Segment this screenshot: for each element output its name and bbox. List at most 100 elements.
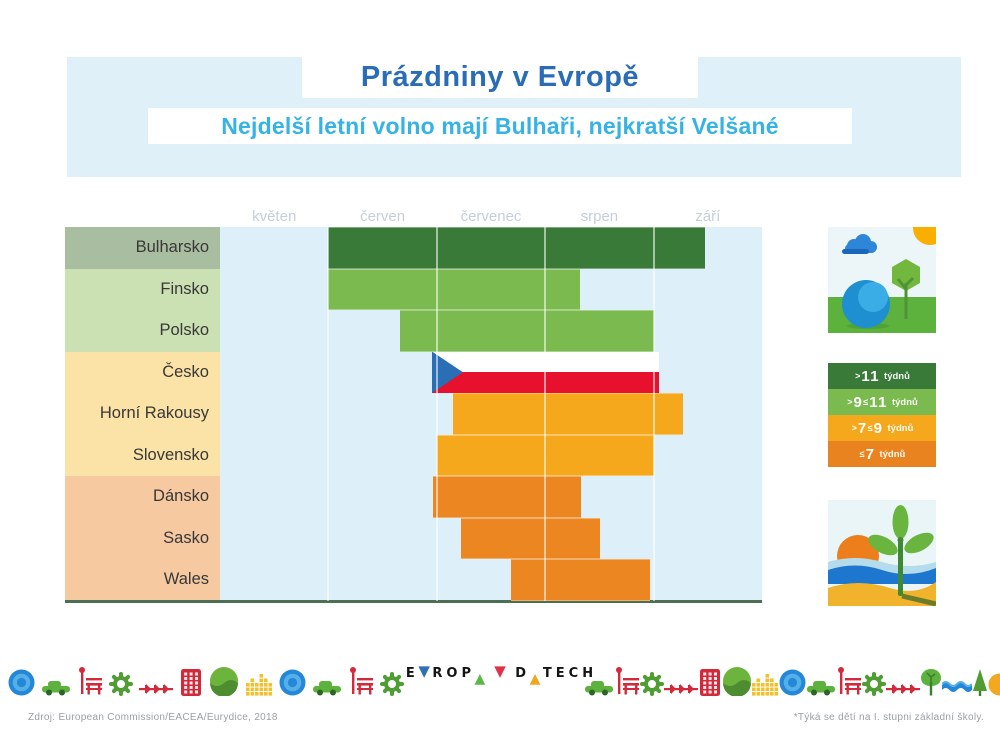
month-gridline <box>327 227 330 601</box>
sun-icon <box>988 673 1000 696</box>
car-icon <box>41 678 71 696</box>
gear-icon <box>109 672 134 696</box>
gear-icon <box>862 672 886 696</box>
skyline-icon <box>752 671 779 696</box>
logo-letter: D <box>515 666 528 681</box>
hill-icon <box>209 666 239 696</box>
month-label: červen <box>360 208 406 225</box>
country-label: Horní Rakousy <box>65 393 220 435</box>
globe-icon <box>779 669 806 696</box>
legend-label-char: 1 <box>870 367 880 385</box>
bar-row <box>220 268 762 310</box>
legend-label-char: ≤ <box>863 397 869 407</box>
decorative-icon-strip: E ▼ R O P ▲ ▼ D ▲ T E C H <box>0 656 1000 696</box>
month-label: květen <box>252 208 297 225</box>
logo-triangle-icon: ▼ <box>494 662 506 680</box>
bench-icon <box>77 666 103 696</box>
legend-item: ≤7 týdnů <box>828 441 936 467</box>
logo-letter: H <box>582 666 595 681</box>
bench-icon <box>836 666 862 696</box>
legend-unit: týdnů <box>879 448 906 460</box>
month-label: srpen <box>580 208 619 225</box>
source-text: Zdroj: European Commission/EACEA/Eurydic… <box>28 712 278 723</box>
holiday-bar <box>460 517 601 559</box>
logo-letter: C <box>568 666 580 681</box>
legend-unit: týdnů <box>887 422 914 434</box>
summer-park-illustration <box>828 227 936 333</box>
bar-row <box>220 476 762 518</box>
country-label: Česko <box>65 351 220 393</box>
bench-icon <box>348 666 374 696</box>
holiday-bar <box>453 393 683 435</box>
beach-illustration <box>828 500 936 606</box>
arrows-icon <box>886 682 920 696</box>
logo-letter: E <box>405 666 416 681</box>
globe-icon <box>279 669 306 696</box>
hill-icon <box>722 666 752 696</box>
gear-icon <box>379 672 404 696</box>
month-gridline <box>435 227 438 601</box>
legend-label-char: 9 <box>873 419 883 437</box>
month-gridline <box>652 227 655 601</box>
logo-triangle-icon: ▲ <box>474 670 486 687</box>
country-label: Bulharsko <box>65 227 220 269</box>
building-icon <box>698 668 722 696</box>
icon-strip-left <box>8 656 404 696</box>
pine-icon <box>972 669 988 696</box>
holiday-bar <box>328 227 705 269</box>
country-label: Finsko <box>65 268 220 310</box>
tree-icon <box>920 668 942 696</box>
logo-letter: R <box>432 666 444 681</box>
legend-label-char: 7 <box>865 445 875 463</box>
logo-letter: E <box>555 666 566 681</box>
globe-icon <box>8 669 35 696</box>
holiday-bar <box>433 476 581 518</box>
country-label: Wales <box>65 559 220 601</box>
waves-icon <box>942 680 972 696</box>
page-subtitle: Nejdelší letní volno mají Bulhaři, nejkr… <box>148 108 852 144</box>
legend-label-char: 9 <box>853 393 863 411</box>
country-label: Slovensko <box>65 434 220 476</box>
bar-row <box>220 434 762 476</box>
month-label: červenec <box>460 208 522 225</box>
legend-label-char: ≤ <box>867 423 873 433</box>
legend-label-char: > <box>851 423 857 433</box>
legend-item: >7 ≤9 týdnů <box>828 415 936 441</box>
skyline-icon <box>245 671 273 696</box>
legend-label-char: 7 <box>857 419 867 437</box>
arrows-icon <box>139 682 174 696</box>
bar-row <box>220 310 762 352</box>
x-axis-line <box>65 600 762 603</box>
holiday-bar <box>510 559 651 601</box>
page-title: Prázdniny v Evropě <box>302 57 698 98</box>
weeks-legend: >1 1 týdnů >9 ≤1 1 týdnů >7 ≤9 týdnů ≤7 týdnů <box>828 363 936 467</box>
arrows-icon <box>664 682 698 696</box>
legend-label-char: 1 <box>861 367 871 385</box>
legend-item: >1 1 týdnů <box>828 363 936 389</box>
logo-triangle-icon: ▼ <box>418 662 430 680</box>
country-label: Sasko <box>65 517 220 559</box>
legend-label-char: ≤ <box>859 449 865 459</box>
building-icon <box>179 668 203 696</box>
car-icon <box>806 678 836 696</box>
country-labels-column: Bulharsko Finsko Polsko Česko Horní Rakousy S… <box>65 227 220 601</box>
bar-row <box>220 393 762 435</box>
holiday-gantt-plot <box>220 227 762 601</box>
legend-unit: týdnů <box>891 396 918 408</box>
month-label: září <box>695 208 721 225</box>
bar-row <box>220 517 762 559</box>
logo-letter: P <box>461 666 472 681</box>
country-label: Dánsko <box>65 476 220 518</box>
logo-letter: T <box>542 666 553 681</box>
footnote-text: *Týká se dětí na I. stupni základní škol… <box>793 712 984 723</box>
legend-label-char: 1 <box>869 393 879 411</box>
bar-row <box>220 351 762 393</box>
logo-triangle-icon: ▲ <box>529 670 541 687</box>
legend-unit: týdnů <box>884 370 910 382</box>
bar-row <box>220 227 762 269</box>
legend-label-char: > <box>855 371 861 381</box>
country-label: Polsko <box>65 310 220 352</box>
bench-icon <box>614 666 640 696</box>
legend-label-char: > <box>847 397 853 407</box>
